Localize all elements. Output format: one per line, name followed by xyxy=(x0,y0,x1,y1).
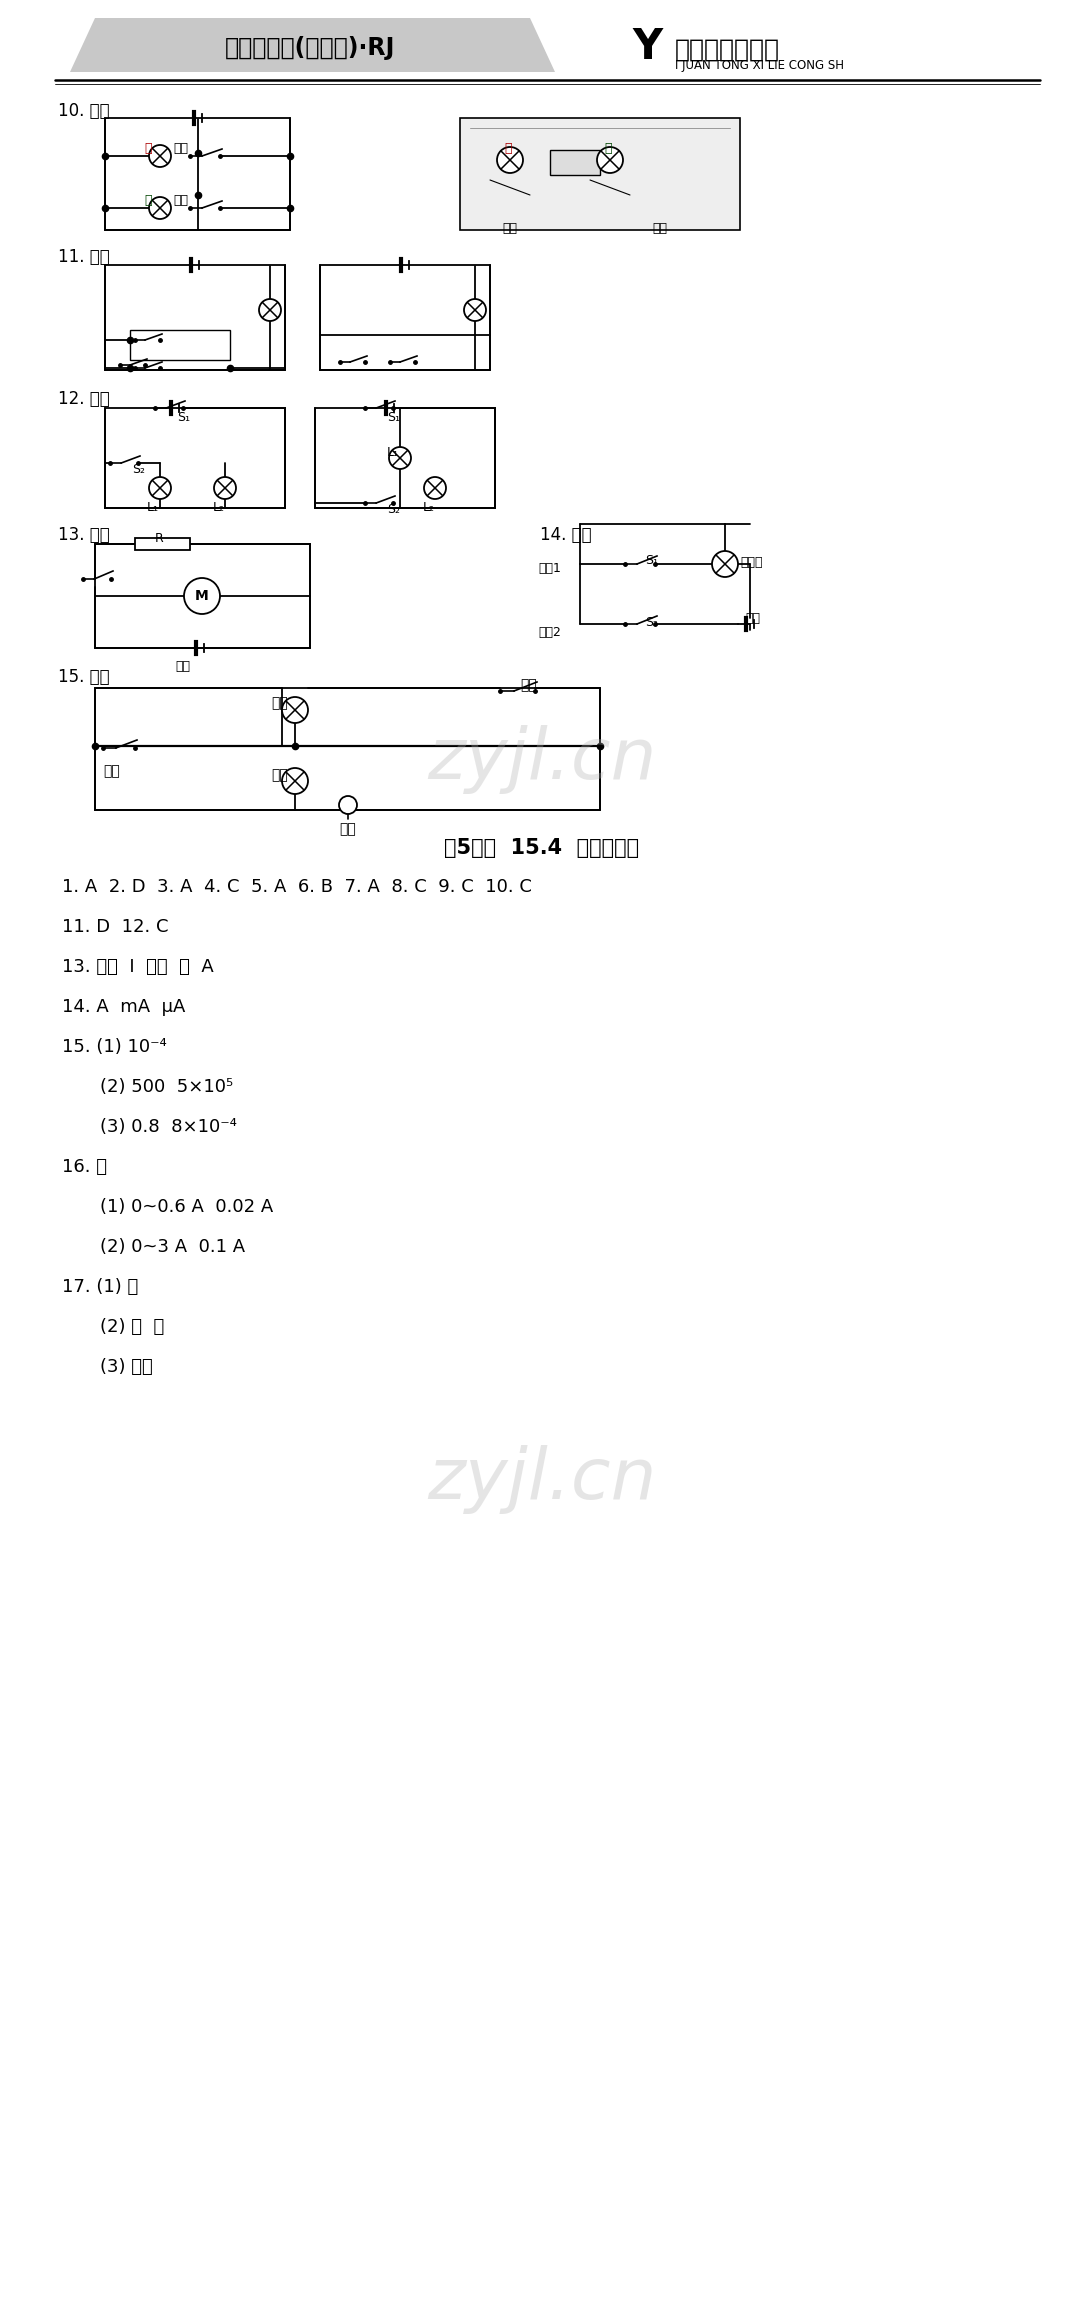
Text: 后门: 后门 xyxy=(652,222,667,234)
Text: S₁: S₁ xyxy=(644,554,658,567)
Text: 厕所1: 厕所1 xyxy=(538,563,561,574)
Text: 17. (1) 串: 17. (1) 串 xyxy=(62,1278,138,1297)
Polygon shape xyxy=(71,19,556,72)
Text: 一卷通系列丛书: 一卷通系列丛书 xyxy=(675,37,780,63)
Circle shape xyxy=(149,197,171,220)
Text: S₂: S₂ xyxy=(644,616,658,630)
Text: (3) 0.8  8×10⁻⁴: (3) 0.8 8×10⁻⁴ xyxy=(100,1119,237,1137)
Text: 13. 强弱  I  安培  安  A: 13. 强弱 I 安培 安 A xyxy=(62,959,214,975)
Text: zyjl.cn: zyjl.cn xyxy=(427,1445,656,1515)
Circle shape xyxy=(149,477,171,498)
Circle shape xyxy=(497,146,523,174)
Text: I JUAN TONG XI LIE CONG SH: I JUAN TONG XI LIE CONG SH xyxy=(675,60,844,72)
Circle shape xyxy=(424,477,446,498)
Text: (2) 500  5×10⁵: (2) 500 5×10⁵ xyxy=(100,1077,233,1095)
Text: 绿: 绿 xyxy=(604,141,612,155)
Text: 15. (1) 10⁻⁴: 15. (1) 10⁻⁴ xyxy=(62,1038,167,1056)
Text: 后门: 后门 xyxy=(173,195,188,206)
Text: L₁: L₁ xyxy=(387,447,399,459)
Text: 红: 红 xyxy=(144,141,152,155)
Text: 14. A  mA  μA: 14. A mA μA xyxy=(62,998,186,1017)
Circle shape xyxy=(259,299,281,322)
Circle shape xyxy=(214,477,237,498)
Text: S₂: S₂ xyxy=(132,463,145,477)
Circle shape xyxy=(464,299,486,322)
Text: L₂: L₂ xyxy=(213,500,225,514)
Text: 11. D  12. C: 11. D 12. C xyxy=(62,917,168,936)
Text: Y: Y xyxy=(631,25,662,67)
Text: 红: 红 xyxy=(505,141,512,155)
Text: 厕所2: 厕所2 xyxy=(538,625,561,639)
FancyBboxPatch shape xyxy=(135,537,190,549)
FancyBboxPatch shape xyxy=(460,118,740,229)
Text: (2) 正  负: (2) 正 负 xyxy=(100,1318,164,1336)
Text: 前门: 前门 xyxy=(103,764,119,778)
Text: 15. 如图: 15. 如图 xyxy=(58,667,110,686)
Text: (1) 0~0.6 A  0.02 A: (1) 0~0.6 A 0.02 A xyxy=(100,1197,273,1216)
Text: 指示灯: 指示灯 xyxy=(740,556,763,570)
Text: 红灯: 红灯 xyxy=(271,769,289,783)
Text: 前门: 前门 xyxy=(173,141,188,155)
Text: (2) 0~3 A  0.1 A: (2) 0~3 A 0.1 A xyxy=(100,1239,245,1255)
Text: 电源: 电源 xyxy=(175,660,190,674)
Text: 14. 如图: 14. 如图 xyxy=(540,526,591,544)
Text: S₁: S₁ xyxy=(177,410,190,424)
Circle shape xyxy=(149,146,171,167)
Text: 10. 如图: 10. 如图 xyxy=(58,102,110,120)
Text: S₁: S₁ xyxy=(387,410,400,424)
Text: 绿灯: 绿灯 xyxy=(271,697,289,711)
Text: S₂: S₂ xyxy=(387,503,400,516)
Text: 后门: 后门 xyxy=(520,679,537,692)
Text: (3) 不能: (3) 不能 xyxy=(100,1357,153,1376)
Circle shape xyxy=(282,697,308,723)
Text: zyjl.cn: zyjl.cn xyxy=(427,725,656,794)
Circle shape xyxy=(597,146,623,174)
Text: 前门: 前门 xyxy=(502,222,518,234)
Text: 13. 如图: 13. 如图 xyxy=(58,526,110,544)
Text: 绿: 绿 xyxy=(144,195,152,206)
Circle shape xyxy=(339,797,357,813)
Text: 16. ⓐ: 16. ⓐ xyxy=(62,1158,107,1177)
Text: 1. A  2. D  3. A  4. C  5. A  6. B  7. A  8. C  9. C  10. C: 1. A 2. D 3. A 4. C 5. A 6. B 7. A 8. C … xyxy=(62,878,532,896)
Text: 11. 如图: 11. 如图 xyxy=(58,248,110,266)
Text: R: R xyxy=(155,533,164,544)
Text: 九年级物理(全一册)·RJ: 九年级物理(全一册)·RJ xyxy=(225,37,395,60)
FancyBboxPatch shape xyxy=(550,151,600,176)
Text: 电铃: 电铃 xyxy=(340,822,356,836)
Circle shape xyxy=(712,551,738,577)
Text: 电源: 电源 xyxy=(745,611,760,625)
Circle shape xyxy=(184,579,220,614)
Circle shape xyxy=(390,447,411,470)
Text: 12. 如图: 12. 如图 xyxy=(58,389,110,408)
Text: M: M xyxy=(195,588,209,602)
Text: L₁: L₁ xyxy=(146,500,159,514)
Text: 第5课时  15.4  电流的测量: 第5课时 15.4 电流的测量 xyxy=(445,838,639,857)
Circle shape xyxy=(282,769,308,794)
Text: L₂: L₂ xyxy=(423,500,435,514)
